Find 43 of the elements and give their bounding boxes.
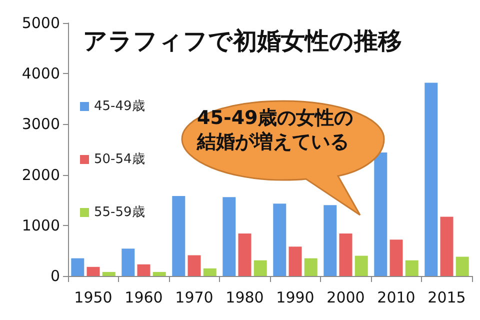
bar <box>273 204 286 276</box>
legend-label: 45-49歳 <box>94 99 145 114</box>
bar <box>137 264 150 276</box>
legend-label: 55-59歳 <box>94 205 145 220</box>
annotation: 45-49歳の女性の結婚が増えている <box>197 106 354 154</box>
bar <box>390 240 403 276</box>
legend-label: 50-54歳 <box>94 152 145 167</box>
chart-title: アラフィフで初婚女性の推移 <box>83 27 402 55</box>
x-tick-label: 1970 <box>175 288 214 306</box>
bar <box>374 152 388 276</box>
bar <box>71 258 84 276</box>
bar <box>86 266 100 276</box>
bar <box>188 255 201 276</box>
y-tick-label: 1000 <box>22 216 60 234</box>
x-tick-label: 1980 <box>226 288 264 306</box>
x-tick-label: 2010 <box>377 288 416 306</box>
bar <box>254 260 267 276</box>
x-tick-label: 2000 <box>326 288 365 306</box>
bar <box>440 216 454 276</box>
x-tick-label: 2015 <box>428 288 466 306</box>
bar <box>203 268 216 276</box>
x-tick-label: 1990 <box>276 288 314 306</box>
bar <box>405 260 418 276</box>
y-tick-label: 5000 <box>22 14 60 32</box>
bar <box>324 205 337 276</box>
bar <box>304 258 318 276</box>
y-tick-label: 0 <box>50 267 60 285</box>
bar <box>288 246 302 276</box>
x-tick-label: 1950 <box>74 288 112 306</box>
bar <box>222 197 236 276</box>
bar <box>456 256 469 276</box>
x-tick-label: 1960 <box>124 288 163 306</box>
y-tick-label: 3000 <box>22 115 60 134</box>
bar <box>152 272 166 276</box>
bar <box>172 196 186 276</box>
y-tick-label: 4000 <box>22 64 60 83</box>
bar <box>122 248 135 276</box>
bar <box>424 82 438 276</box>
bar <box>238 233 252 276</box>
bar <box>354 256 368 276</box>
y-tick-label: 2000 <box>22 166 60 184</box>
bar <box>102 272 116 276</box>
bar <box>339 233 352 276</box>
